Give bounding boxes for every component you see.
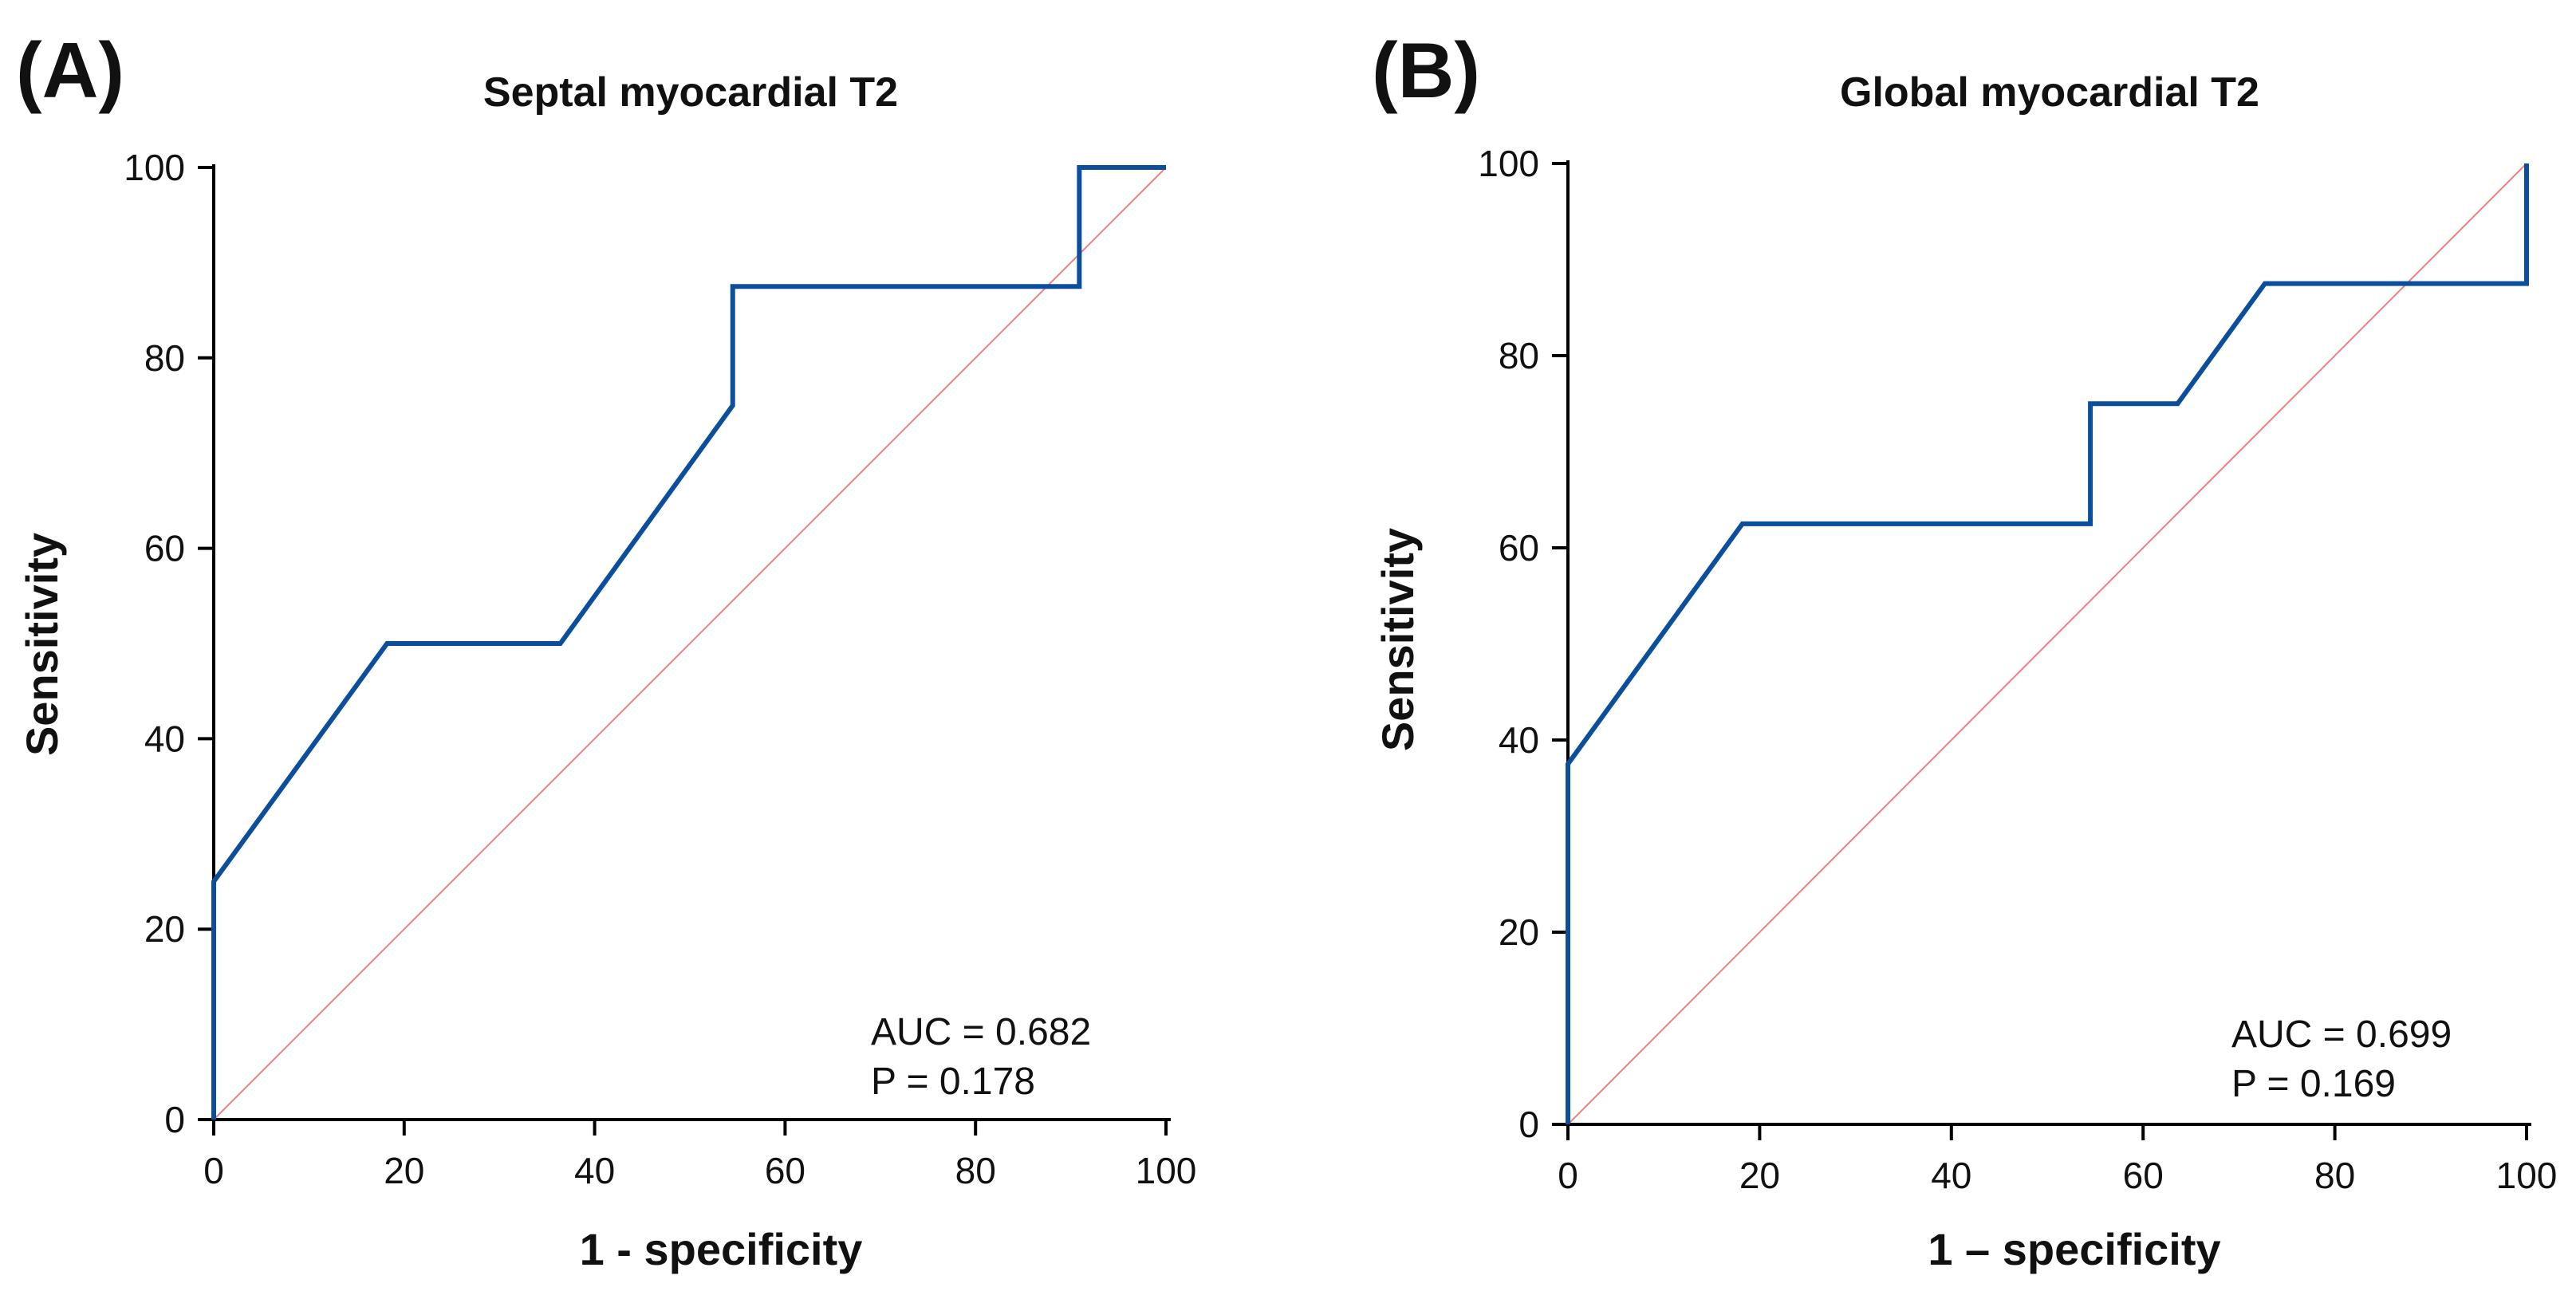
- chart-title: Septal myocardial T2: [483, 69, 898, 116]
- x-tick-label: 80: [955, 1150, 996, 1191]
- x-tick-label: 60: [765, 1150, 805, 1191]
- x-tick-label: 100: [2496, 1155, 2558, 1196]
- roc-curve-line: [1566, 163, 2529, 1124]
- x-tick-label: 0: [203, 1150, 224, 1191]
- x-tick-label: 40: [1931, 1155, 1971, 1196]
- auc-annotation: AUC = 0.682: [871, 1011, 1091, 1053]
- x-tick-label: 20: [1739, 1155, 1780, 1196]
- chart-title: Global myocardial T2: [1840, 69, 2259, 116]
- roc-curve-line: [211, 165, 1166, 1120]
- y-tick-label: 80: [144, 337, 185, 379]
- y-tick-label: 40: [1499, 719, 1539, 761]
- y-axis-label: Sensitivity: [1373, 528, 1423, 751]
- plot-area: 0 20 40 60 80 100 0 20 40 60 80 100: [124, 147, 1196, 1191]
- plot-area: 0 20 40 60 80 100 0 20 40 60 80 100: [1478, 143, 2557, 1196]
- y-tick-label: 60: [1499, 527, 1539, 569]
- x-tick-label: 60: [2123, 1155, 2164, 1196]
- panel-label: (B): [1372, 26, 1480, 114]
- auc-annotation: AUC = 0.699: [2231, 1014, 2452, 1056]
- y-tick-label: 20: [1499, 911, 1539, 953]
- y-axis-label: Sensitivity: [17, 533, 67, 756]
- y-tick-label: 0: [164, 1099, 185, 1140]
- x-tick-label: 100: [1136, 1150, 1197, 1191]
- y-tick-label: 20: [144, 908, 185, 950]
- y-tick-label: 100: [1478, 143, 1539, 184]
- x-tick-label: 80: [2314, 1155, 2355, 1196]
- x-axis-label: 1 - specificity: [580, 1224, 863, 1274]
- y-tick-label: 40: [144, 718, 185, 759]
- reference-diagonal-line: [213, 167, 1167, 1120]
- panel-b: (B) Global myocardial T2 1 – specificity…: [1372, 26, 2557, 1274]
- x-tick-label: 40: [574, 1150, 615, 1191]
- y-tick-label: 0: [1518, 1104, 1539, 1145]
- p-value-annotation: P = 0.178: [871, 1061, 1035, 1103]
- panel-label: (A): [16, 26, 124, 114]
- y-tick-label: 80: [1499, 335, 1539, 376]
- y-tick-label: 100: [124, 147, 185, 188]
- x-axis-label: 1 – specificity: [1928, 1224, 2220, 1274]
- y-tick-label: 60: [144, 528, 185, 569]
- x-tick-label: 20: [384, 1150, 424, 1191]
- p-value-annotation: P = 0.169: [2231, 1063, 2396, 1105]
- panel-a: (A) Septal myocardial T2 1 - specificity…: [16, 26, 1196, 1274]
- reference-diagonal-line: [1567, 163, 2527, 1125]
- x-tick-label: 0: [1558, 1155, 1578, 1196]
